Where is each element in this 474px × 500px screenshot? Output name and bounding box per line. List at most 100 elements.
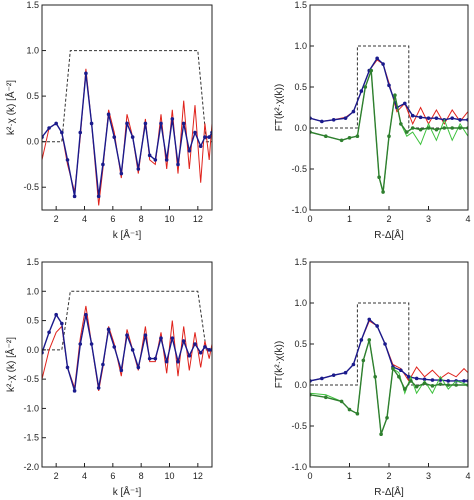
- data-point: [96, 194, 101, 199]
- data-point: [198, 350, 203, 355]
- series-magnitude-fit-markers: [310, 56, 468, 124]
- x-tick-label: 10: [164, 471, 174, 481]
- series-window: [42, 290, 212, 351]
- data-point: [89, 121, 94, 126]
- axes-frame: [41, 261, 213, 468]
- y-tick-label: 0.5: [294, 339, 307, 349]
- x-tick-label: 1: [347, 471, 352, 481]
- y-tick-label: 0.5: [26, 316, 39, 326]
- data-point: [153, 356, 158, 361]
- series-magnitude-fit: [310, 318, 468, 382]
- data-point: [422, 381, 427, 386]
- data-point: [351, 362, 356, 367]
- data-point: [414, 384, 419, 389]
- data-point: [198, 144, 203, 149]
- data-point: [320, 376, 324, 381]
- data-point: [454, 383, 458, 387]
- data-point: [136, 365, 141, 370]
- series-imaginary-fit: [310, 70, 468, 193]
- data-point: [381, 190, 385, 194]
- series-fit: [42, 73, 212, 197]
- data-point: [393, 93, 397, 97]
- x-tick-label: 2: [386, 471, 391, 481]
- data-point: [418, 127, 423, 132]
- data-point: [203, 135, 207, 139]
- data-point: [130, 348, 135, 352]
- data-point: [143, 333, 148, 338]
- plot-area: [42, 290, 212, 393]
- series-magnitude-fit-markers: [310, 317, 468, 383]
- y-tick-label: 1.0: [294, 41, 307, 51]
- data-point: [408, 379, 413, 383]
- axes-frame: [309, 261, 469, 468]
- data-point: [159, 336, 163, 340]
- data-point: [106, 112, 111, 117]
- y-tick-label: -0.5: [291, 421, 307, 431]
- data-point: [193, 130, 197, 135]
- data-point: [363, 85, 368, 89]
- data-point: [125, 333, 129, 338]
- panel-r-top: 0 1 2 3 4 -1.0 -0.5 0.0 0.5 1.0 1.5 R-Δ[Å] FT(k²·χ(k…: [274, 0, 471, 241]
- data-point: [89, 342, 94, 346]
- data-point: [147, 356, 152, 361]
- data-point: [60, 321, 64, 326]
- data-point: [54, 121, 58, 126]
- x-tick-label: 6: [110, 214, 115, 224]
- y-tick-label: 1.5: [26, 257, 39, 267]
- x-axis-label: k [Å⁻¹]: [113, 228, 142, 241]
- x-tick-label: 2: [54, 214, 59, 224]
- data-point: [373, 375, 377, 379]
- data-point: [462, 379, 466, 383]
- x-tick-label: 1: [347, 214, 352, 224]
- data-point: [450, 126, 455, 130]
- data-point: [343, 116, 348, 120]
- panel-r-bottom: 0 1 2 3 4 -1.0 -0.5 0.0 0.5 1.0 1.5 R-Δ[Å] FT(k²·χ(k…: [274, 257, 471, 498]
- data-point: [176, 359, 180, 364]
- data-point: [442, 126, 447, 130]
- data-point: [207, 348, 211, 352]
- data-point: [367, 317, 372, 322]
- data-point: [153, 158, 158, 162]
- data-point: [164, 359, 169, 364]
- data-point: [203, 345, 207, 349]
- x-tick-label: 2: [54, 471, 59, 481]
- data-point: [125, 121, 129, 126]
- data-point: [130, 135, 135, 139]
- data-point: [339, 399, 344, 404]
- data-point: [170, 117, 175, 121]
- x-tick-label: 8: [139, 471, 144, 481]
- data-point: [375, 324, 379, 328]
- data-point: [72, 389, 77, 393]
- data-point: [101, 362, 105, 367]
- data-point: [187, 353, 192, 358]
- data-point: [320, 119, 324, 124]
- data-point: [383, 342, 387, 346]
- data-point: [159, 121, 163, 126]
- x-tick-label: 3: [426, 214, 431, 224]
- data-point: [377, 175, 381, 179]
- data-point: [399, 368, 403, 373]
- data-point: [164, 158, 169, 162]
- x-tick-label: 4: [465, 214, 470, 224]
- data-point: [446, 383, 451, 387]
- data-point: [399, 122, 403, 126]
- data-point: [361, 358, 366, 363]
- data-point: [403, 387, 407, 391]
- y-axis-label: k²·χ (k) [Å⁻²]: [4, 80, 17, 135]
- data-point: [324, 134, 328, 138]
- data-point: [112, 345, 117, 349]
- y-tick-label: -2.0: [23, 462, 39, 472]
- data-point: [381, 62, 385, 66]
- data-point: [181, 339, 186, 343]
- data-point: [359, 338, 364, 342]
- data-point: [193, 342, 197, 346]
- data-point: [78, 342, 83, 346]
- x-tick-label: 0: [307, 214, 312, 224]
- data-point: [101, 162, 105, 167]
- data-point: [359, 89, 364, 93]
- x-tick-label: 10: [164, 214, 174, 224]
- data-point: [207, 135, 211, 139]
- x-tick-label: 2: [386, 214, 391, 224]
- data-point: [147, 153, 152, 158]
- data-point: [181, 121, 186, 126]
